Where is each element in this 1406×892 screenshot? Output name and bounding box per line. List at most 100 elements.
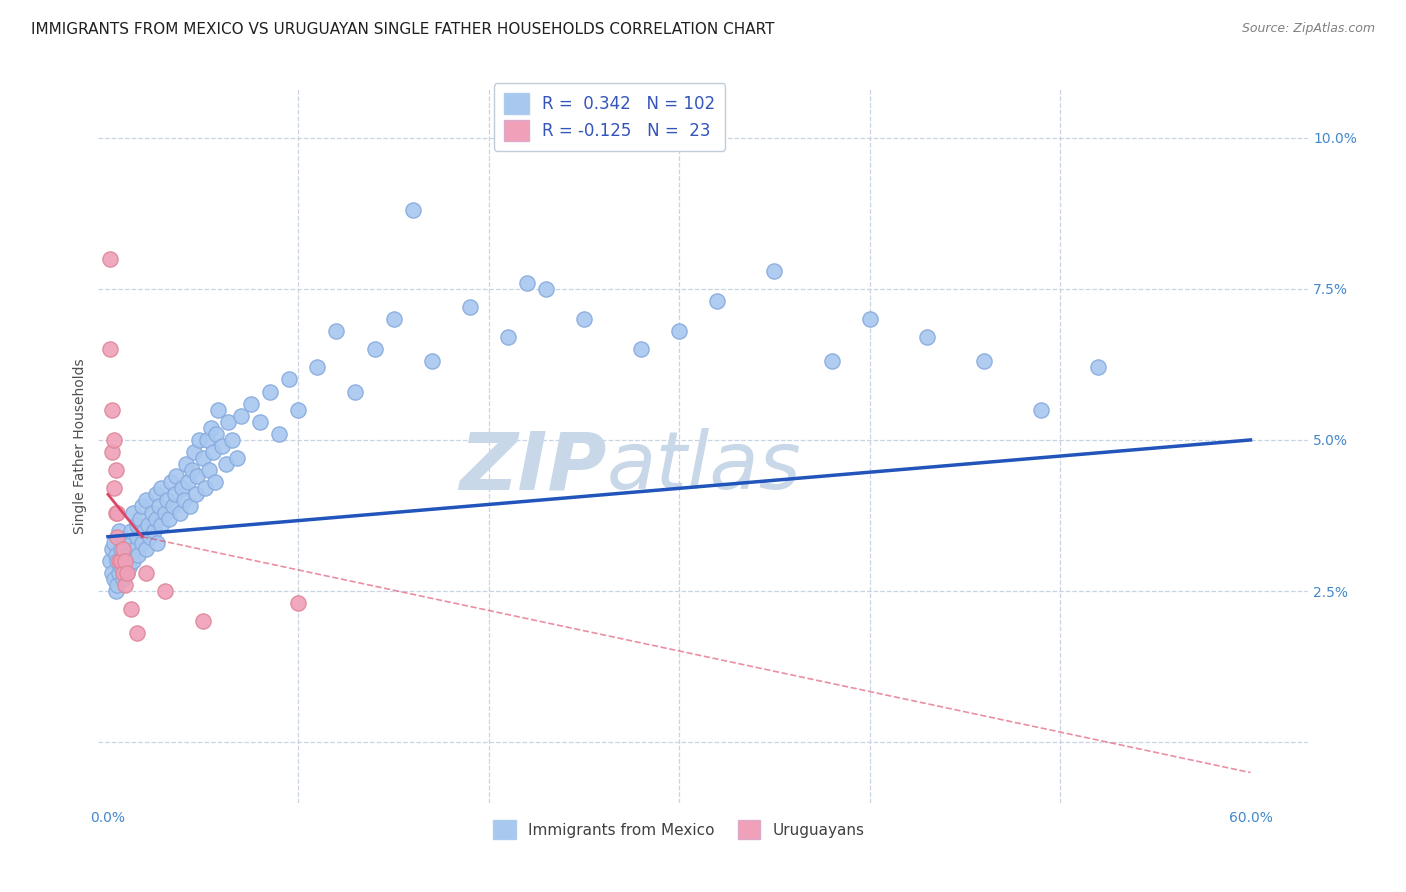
Point: [136, 517, 159, 532]
Point: [114, 578, 136, 592]
Point: [174, 457, 197, 471]
Point: [134, 524, 156, 538]
Text: ZIP: ZIP: [458, 428, 606, 507]
Point: [104, 506, 127, 520]
Point: [169, 506, 191, 520]
Text: IMMIGRANTS FROM MEXICO VS URUGUAYAN SINGLE FATHER HOUSEHOLDS CORRELATION CHART: IMMIGRANTS FROM MEXICO VS URUGUAYAN SING…: [31, 22, 775, 37]
Point: [107, 554, 129, 568]
Point: [166, 469, 188, 483]
Point: [630, 343, 652, 357]
Point: [112, 566, 135, 580]
Point: [221, 433, 243, 447]
Point: [115, 566, 138, 580]
Point: [205, 426, 228, 441]
Point: [496, 330, 519, 344]
Point: [150, 517, 173, 532]
Point: [108, 524, 131, 538]
Point: [100, 445, 122, 459]
Point: [121, 554, 143, 568]
Point: [516, 276, 538, 290]
Point: [157, 511, 180, 525]
Point: [159, 475, 181, 490]
Point: [108, 554, 131, 568]
Point: [98, 554, 121, 568]
Point: [191, 615, 214, 629]
Point: [179, 500, 201, 514]
Point: [156, 493, 179, 508]
Point: [226, 451, 249, 466]
Point: [195, 433, 218, 447]
Point: [125, 530, 148, 544]
Point: [145, 487, 167, 501]
Point: [98, 343, 121, 357]
Point: [186, 469, 208, 483]
Point: [104, 584, 127, 599]
Text: atlas: atlas: [606, 428, 801, 507]
Point: [124, 541, 146, 556]
Point: [129, 511, 152, 525]
Point: [162, 500, 184, 514]
Point: [135, 566, 157, 580]
Point: [125, 626, 148, 640]
Point: [458, 300, 481, 314]
Point: [100, 541, 122, 556]
Point: [177, 475, 200, 490]
Point: [104, 463, 127, 477]
Point: [249, 415, 271, 429]
Point: [103, 572, 125, 586]
Point: [103, 535, 125, 549]
Point: [572, 312, 595, 326]
Point: [115, 566, 138, 580]
Point: [239, 397, 262, 411]
Point: [344, 384, 367, 399]
Point: [420, 354, 443, 368]
Point: [131, 500, 153, 514]
Point: [184, 487, 207, 501]
Point: [269, 426, 291, 441]
Legend: Immigrants from Mexico, Uruguayans: Immigrants from Mexico, Uruguayans: [486, 814, 870, 845]
Point: [706, 293, 728, 308]
Point: [153, 584, 176, 599]
Point: [107, 530, 129, 544]
Point: [163, 487, 186, 501]
Point: [120, 524, 142, 538]
Point: [763, 263, 786, 277]
Point: [277, 372, 299, 386]
Point: [183, 445, 205, 459]
Point: [139, 530, 162, 544]
Point: [401, 203, 423, 218]
Point: [114, 554, 136, 568]
Point: [104, 548, 127, 562]
Point: [859, 312, 882, 326]
Point: [172, 481, 194, 495]
Point: [188, 433, 211, 447]
Point: [120, 535, 142, 549]
Point: [973, 354, 995, 368]
Point: [145, 511, 167, 525]
Point: [115, 548, 138, 562]
Point: [211, 439, 233, 453]
Point: [148, 500, 170, 514]
Point: [98, 252, 121, 266]
Point: [204, 475, 226, 490]
Point: [114, 554, 136, 568]
Point: [118, 560, 141, 574]
Point: [142, 524, 165, 538]
Point: [231, 409, 253, 423]
Point: [194, 481, 217, 495]
Point: [110, 541, 132, 556]
Point: [112, 535, 135, 549]
Point: [103, 481, 125, 495]
Point: [173, 493, 195, 508]
Point: [534, 282, 557, 296]
Point: [191, 451, 214, 466]
Point: [287, 402, 309, 417]
Point: [112, 541, 135, 556]
Point: [382, 312, 405, 326]
Y-axis label: Single Father Households: Single Father Households: [73, 359, 87, 533]
Point: [107, 506, 129, 520]
Point: [1087, 360, 1109, 375]
Point: [131, 535, 153, 549]
Point: [820, 354, 842, 368]
Point: [201, 445, 224, 459]
